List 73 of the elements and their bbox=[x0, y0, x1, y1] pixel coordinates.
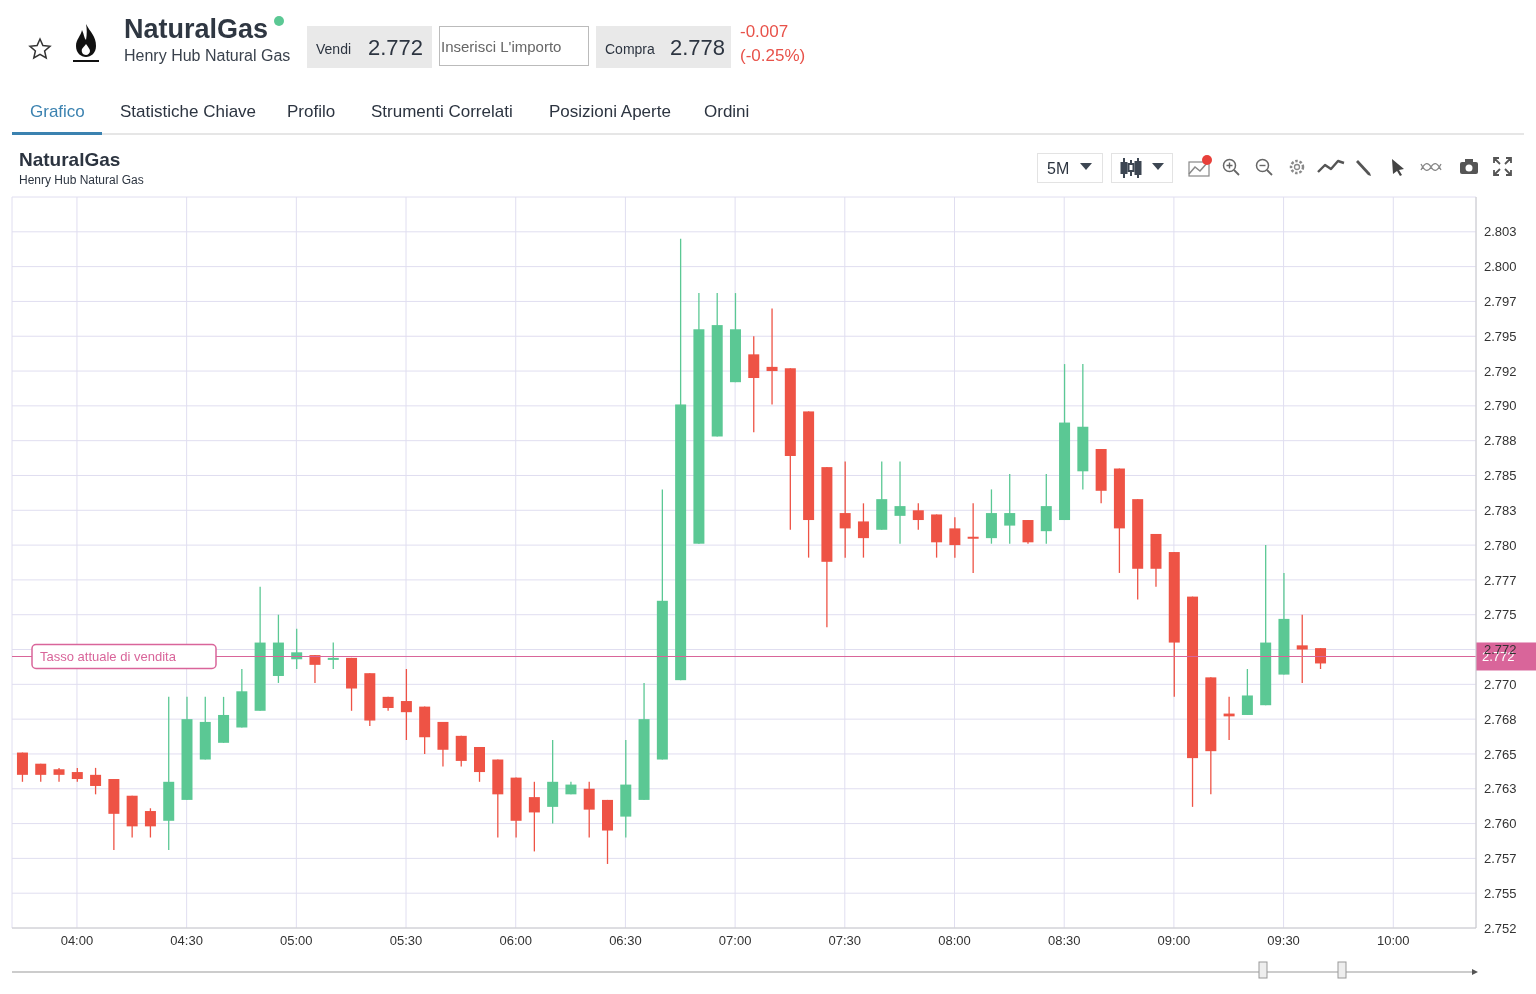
candlestick bbox=[839, 460, 851, 559]
text: Grafico bbox=[30, 102, 85, 122]
text: 2.772 bbox=[368, 35, 424, 60]
y-tick-label: 2.800 bbox=[1484, 259, 1517, 275]
x-tick-label: 09:00 bbox=[1157, 933, 1191, 949]
candlestick bbox=[949, 516, 961, 559]
candlestick bbox=[967, 502, 979, 574]
y-tick-label: 2.785 bbox=[1484, 468, 1517, 484]
x-tick-label: 07:00 bbox=[718, 933, 752, 949]
y-tick-label: 2.752 bbox=[1484, 920, 1517, 936]
y-tick-label: 2.770 bbox=[1484, 676, 1517, 692]
candlestick bbox=[1241, 668, 1253, 716]
text: Ordini bbox=[704, 102, 750, 122]
chart-subtitle: Henry Hub Natural Gas bbox=[19, 173, 144, 187]
text: Profilo bbox=[287, 102, 336, 122]
candlestick bbox=[912, 502, 924, 531]
candlestick bbox=[1022, 519, 1034, 545]
y-tick-label: 2.775 bbox=[1484, 607, 1517, 623]
y-tick-label: 2.783 bbox=[1484, 502, 1517, 518]
y-tick-label: 2.757 bbox=[1484, 851, 1517, 866]
x-tick-label: 05:00 bbox=[280, 933, 313, 949]
y-tick-label: 2.780 bbox=[1484, 537, 1517, 553]
candlestick bbox=[583, 781, 595, 839]
y-tick-label: 2.788 bbox=[1484, 433, 1517, 449]
text: Compra bbox=[605, 41, 655, 57]
x-tick-label: 06:00 bbox=[499, 933, 532, 949]
x-tick-label: 10:00 bbox=[1377, 933, 1410, 949]
x-tick-label: 09:30 bbox=[1267, 933, 1300, 949]
candlestick bbox=[400, 668, 412, 741]
text: (-0.25%) bbox=[740, 46, 806, 66]
y-tick-label: 2.803 bbox=[1484, 224, 1517, 240]
candlestick bbox=[1315, 647, 1327, 670]
chart-title: NaturalGas bbox=[124, 14, 269, 44]
y-tick-label: 2.790 bbox=[1484, 398, 1517, 414]
text: Henry Hub Natural Gas bbox=[124, 47, 291, 64]
y-tick-label: 2.795 bbox=[1484, 328, 1517, 344]
x-tick-label: 08:00 bbox=[938, 933, 971, 949]
chart-title: NaturalGas bbox=[19, 149, 121, 171]
y-tick-label: 2.765 bbox=[1484, 746, 1517, 762]
x-tick-label: 06:30 bbox=[609, 933, 642, 949]
text: -0.007 bbox=[740, 22, 789, 42]
ref-line-label: Tasso attuale di vendita bbox=[40, 649, 177, 665]
candlestick bbox=[894, 460, 906, 545]
candlestick bbox=[90, 767, 102, 795]
candlestick bbox=[1296, 614, 1308, 684]
candlestick bbox=[528, 781, 540, 853]
candlestick bbox=[309, 654, 321, 684]
text: Posizioni Aperte bbox=[549, 102, 671, 122]
x-tick-label: 07:30 bbox=[828, 933, 862, 949]
text: Statistiche Chiave bbox=[120, 102, 257, 122]
text: Strumenti Correlati bbox=[371, 102, 513, 122]
candlestick bbox=[1004, 473, 1016, 545]
y-tick-label: 2.797 bbox=[1484, 294, 1517, 310]
x-tick-label: 08:30 bbox=[1047, 933, 1081, 949]
text: Vendi bbox=[316, 41, 352, 57]
text: 2.778 bbox=[670, 35, 726, 61]
y-tick-label: 2.792 bbox=[1484, 363, 1517, 379]
y-tick-label: 2.763 bbox=[1484, 781, 1517, 797]
candlestick bbox=[748, 335, 760, 433]
y-tick-label: 2.768 bbox=[1484, 711, 1517, 727]
text: 5M bbox=[1047, 160, 1070, 178]
x-tick-label: 04:30 bbox=[170, 933, 203, 949]
candlestick bbox=[766, 307, 778, 406]
x-tick-label: 05:30 bbox=[389, 933, 423, 949]
y-tick-label: 2.777 bbox=[1484, 572, 1517, 588]
candlestick bbox=[16, 751, 28, 783]
x-tick-label: 04:00 bbox=[60, 933, 94, 949]
candlestick bbox=[327, 641, 339, 670]
text: Inserisci L'importo bbox=[441, 38, 562, 55]
candlestick bbox=[144, 807, 156, 839]
candlestick bbox=[857, 502, 869, 559]
y-tick-label: 2.755 bbox=[1484, 885, 1517, 901]
y-tick-label: 2.760 bbox=[1484, 816, 1517, 832]
